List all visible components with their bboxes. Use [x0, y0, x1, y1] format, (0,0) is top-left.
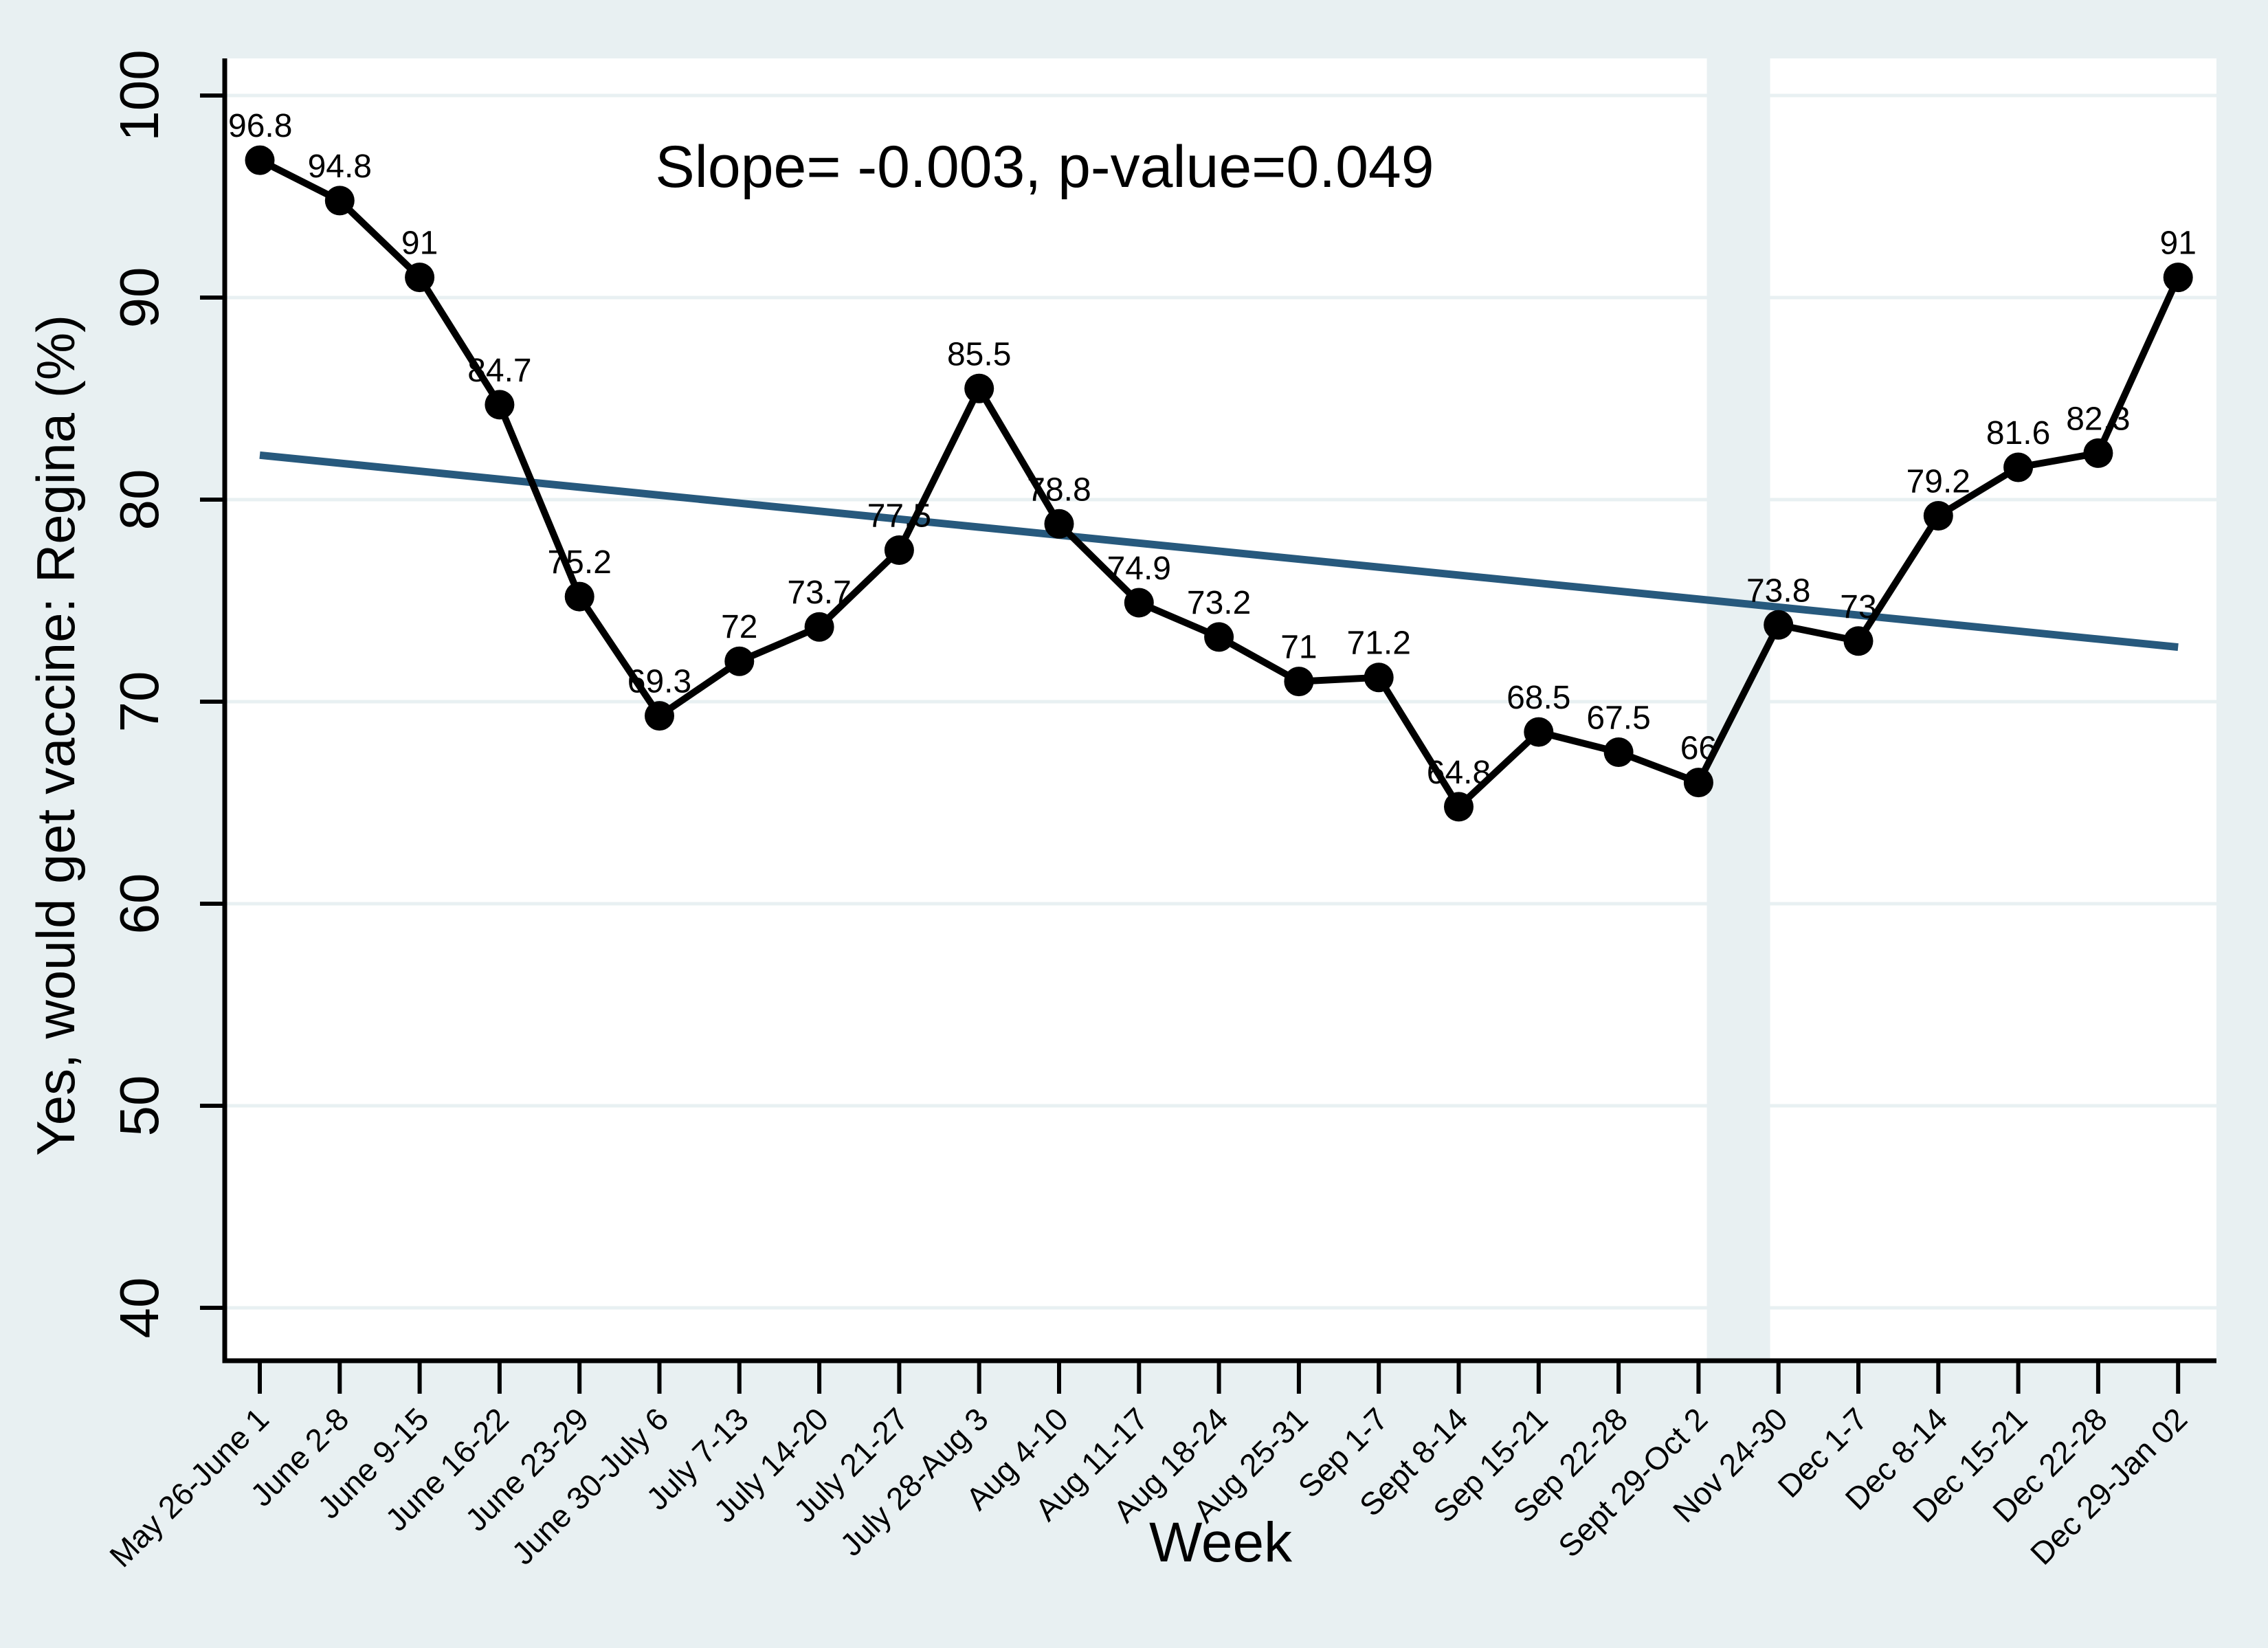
y-tick-label: 90 [109, 267, 170, 329]
data-point [1603, 737, 1634, 767]
data-point-label: 73.8 [1746, 572, 1810, 609]
data-point [2083, 438, 2113, 468]
data-point-label: 71.2 [1346, 625, 1410, 662]
data-point-label: 94.8 [308, 148, 372, 185]
data-point [405, 263, 435, 293]
data-point [2163, 263, 2193, 293]
data-point [1044, 509, 1074, 539]
y-tick-label: 50 [109, 1076, 170, 1137]
y-tick-label: 70 [109, 671, 170, 733]
slope-annotation: Slope= -0.003, p-value=0.049 [655, 134, 1434, 200]
data-point-label: 64.8 [1427, 755, 1491, 791]
data-point [1524, 717, 1554, 747]
data-point [724, 646, 755, 676]
x-axis-title: Week [1149, 1511, 1293, 1574]
y-tick-label: 60 [109, 873, 170, 935]
data-point-label: 85.5 [947, 336, 1011, 372]
data-point-label: 68.5 [1507, 680, 1570, 716]
data-point [645, 701, 674, 731]
data-point [1284, 667, 1314, 697]
data-point [1843, 626, 1874, 656]
data-point-label: 71 [1280, 630, 1317, 666]
data-point [964, 373, 994, 403]
data-point [324, 186, 355, 216]
data-point-label: 69.3 [627, 664, 691, 700]
data-point-label: 74.9 [1107, 550, 1171, 587]
data-point-label: 84.7 [467, 353, 531, 389]
plot-area [225, 58, 2216, 1361]
data-point-label: 82.3 [2066, 401, 2130, 437]
data-point-label: 66 [1680, 731, 1717, 767]
data-point-label: 73 [1840, 589, 1876, 625]
data-point-label: 75.2 [547, 544, 611, 581]
data-point-label: 67.5 [1586, 700, 1650, 737]
data-point-label: 72 [721, 609, 757, 645]
data-point [1923, 501, 1953, 531]
y-axis-title: Yes, would get vaccine: Regina (%) [25, 315, 86, 1156]
y-tick-label: 100 [109, 49, 170, 141]
data-point-label: 81.6 [1986, 415, 2050, 452]
data-point [804, 612, 834, 642]
data-point-label: 78.8 [1027, 471, 1091, 508]
data-point-label: 91 [2160, 225, 2197, 262]
data-point [1124, 588, 1154, 618]
data-point [1444, 792, 1474, 822]
data-point [1364, 662, 1394, 693]
data-point [485, 390, 515, 420]
data-point [564, 581, 594, 612]
data-point [1683, 768, 1713, 798]
chart-layers: 96.8 94.8 91 84.7 75.2 69.3 72 73.7 77.5 85.5 78.8… [102, 49, 2216, 1574]
data-point [884, 535, 914, 565]
data-point-label: 73.7 [787, 575, 851, 611]
y-tick-label: 40 [109, 1278, 170, 1339]
data-point-label: 79.2 [1906, 464, 1970, 500]
data-point [1764, 610, 1794, 640]
trend-line [259, 451, 2179, 652]
data-point-label: 91 [401, 225, 438, 262]
data-point [1204, 622, 1234, 652]
data-point-label: 96.8 [228, 108, 292, 144]
data-point [245, 145, 275, 175]
data-point [2003, 452, 2034, 482]
data-point-label: 77.5 [867, 498, 931, 535]
y-tick-label: 80 [109, 469, 170, 531]
data-point-label: 73.2 [1187, 585, 1251, 621]
